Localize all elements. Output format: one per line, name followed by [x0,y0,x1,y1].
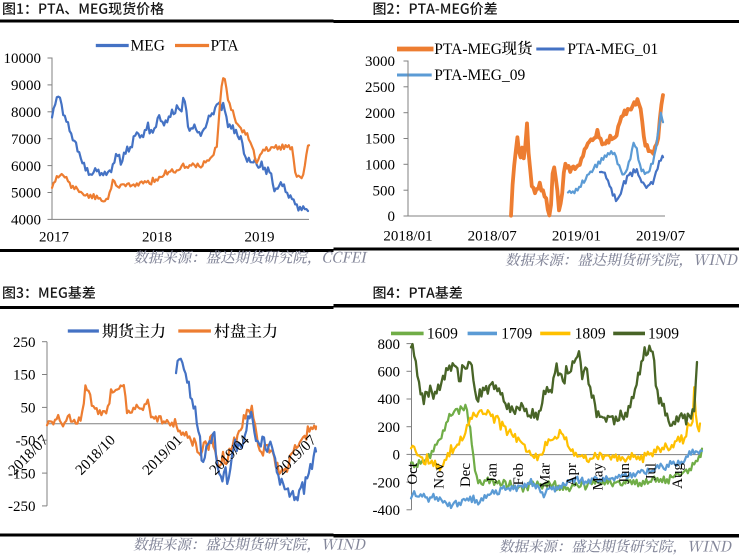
svg-text:Jun: Jun [617,463,633,484]
svg-text:Nov: Nov [431,463,447,489]
svg-text:PTA: PTA [211,38,240,55]
svg-text:1000: 1000 [365,158,395,174]
svg-text:7000: 7000 [11,132,41,148]
svg-text:2000: 2000 [365,106,395,122]
svg-text:50: 50 [21,401,36,417]
svg-text:PTA-MEG: PTA-MEG [434,41,502,58]
svg-text:200: 200 [378,420,401,436]
svg-text:Aug: Aug [670,463,686,489]
svg-text:2018: 2018 [142,230,172,246]
svg-text:8000: 8000 [11,105,41,121]
svg-text:-150: -150 [8,466,36,482]
svg-text:2019/01: 2019/01 [552,229,601,245]
svg-text:2017: 2017 [39,230,70,246]
svg-text:1500: 1500 [365,132,395,148]
svg-text:4000: 4000 [11,213,41,229]
svg-text:-50: -50 [16,433,36,449]
svg-text:1709: 1709 [501,326,532,343]
svg-text:2019/07: 2019/07 [636,229,686,245]
svg-text:1909: 1909 [648,326,679,343]
svg-text:May: May [590,463,606,491]
svg-text:Mar: Mar [537,463,553,488]
svg-text:1809: 1809 [575,326,606,343]
svg-text:600: 600 [378,365,401,381]
svg-text:9000: 9000 [11,78,41,94]
svg-text:Jul: Jul [643,463,659,481]
svg-text:Feb: Feb [511,463,527,486]
svg-text:Oct: Oct [405,462,421,484]
svg-text:2019: 2019 [245,230,275,246]
svg-text:800: 800 [378,337,401,353]
svg-text:PTA-MEG_09: PTA-MEG_09 [434,67,525,84]
svg-text:-200: -200 [373,475,401,491]
svg-text:6000: 6000 [11,159,41,175]
svg-text:Apr: Apr [564,463,580,486]
svg-text:Jan: Jan [484,463,500,483]
svg-text:5000: 5000 [11,186,41,202]
svg-text:500: 500 [373,183,396,199]
svg-text:2018/01: 2018/01 [383,229,432,245]
svg-text:MEG: MEG [131,38,165,55]
svg-text:10000: 10000 [4,51,42,67]
svg-text:-400: -400 [373,503,401,519]
svg-text:0: 0 [393,448,401,464]
svg-text:-250: -250 [8,499,36,515]
svg-text:2500: 2500 [365,80,395,96]
svg-text:0: 0 [388,209,396,225]
svg-text:Dec: Dec [458,463,474,487]
svg-text:400: 400 [378,392,401,408]
svg-text:1609: 1609 [427,326,458,343]
svg-text:2018/07: 2018/07 [468,229,518,245]
svg-text:3000: 3000 [365,54,395,70]
svg-text:250: 250 [13,335,36,351]
svg-text:PTA-MEG_01: PTA-MEG_01 [567,41,658,58]
svg-text:150: 150 [13,368,36,384]
